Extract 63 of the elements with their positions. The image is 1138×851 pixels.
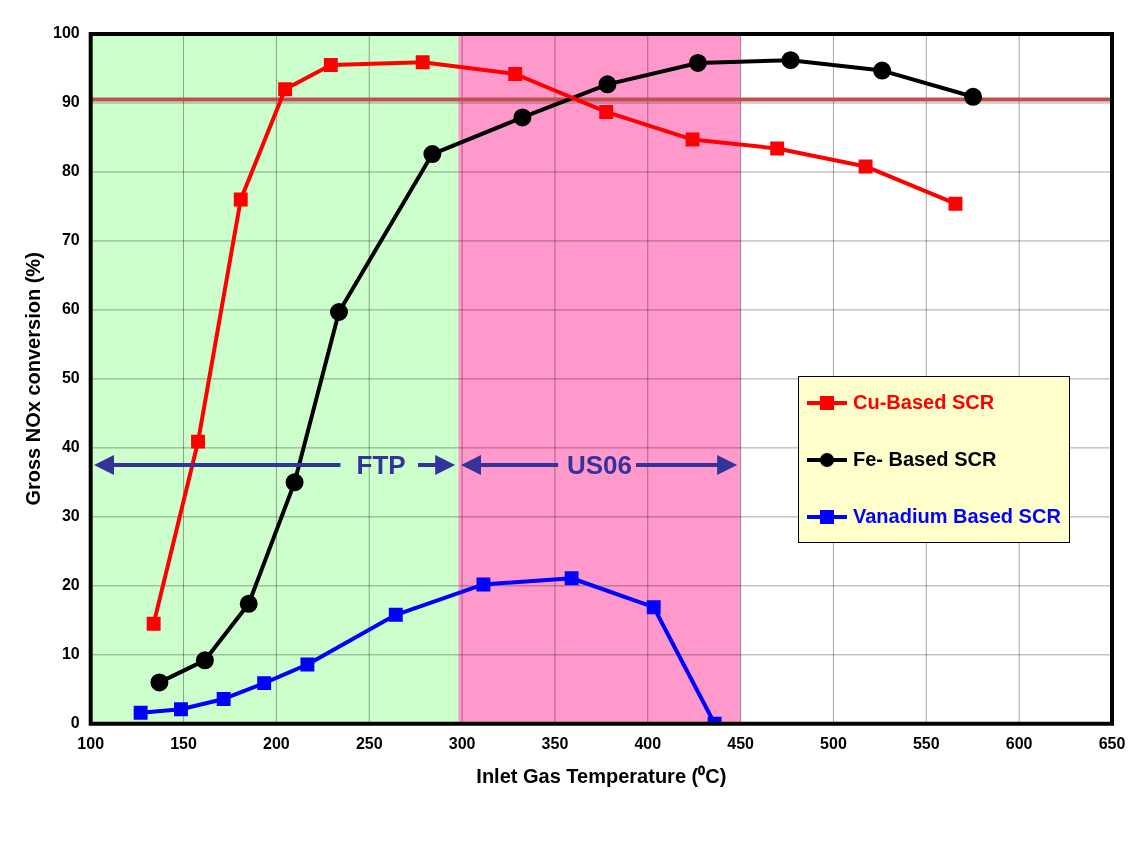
x-tick-label: 250 [355,734,383,752]
point [257,676,272,691]
y-tick-label: 20 [61,576,80,594]
point [216,692,231,706]
point [781,51,800,70]
x-tick-label: 200 [263,734,290,752]
y-tick-label: 50 [61,369,80,387]
x-tick-label: 300 [448,734,476,752]
point [415,55,430,70]
point [599,105,614,119]
point [195,651,214,670]
point [513,108,532,127]
point [858,159,873,174]
y-tick-label: 60 [61,300,80,318]
y-tick-label: 10 [61,645,80,663]
point [239,594,258,613]
x-tick-label: 500 [820,734,847,752]
point [948,196,963,211]
y-tick-label: 0 [70,714,80,732]
y-tick-label: 70 [61,231,80,249]
point [508,67,523,81]
annotation: US06 [565,449,633,482]
y-axis-title: Gross NOx conversion (%) [21,252,44,506]
x-axis-title: Inlet Gas Temperature (⁰C) [476,764,727,787]
x-tick-label: 650 [1098,734,1126,752]
point [133,705,148,720]
point [191,434,205,449]
point [770,141,785,156]
point [598,75,617,94]
x-tick-label: 450 [727,734,755,752]
annotation: FTP [355,449,407,482]
y-tick-label: 80 [61,162,80,180]
point [964,87,983,106]
point [173,702,188,717]
x-tick-label: 100 [77,734,105,752]
point [278,82,293,97]
point [873,61,892,80]
point [300,657,315,672]
x-tick-label: 600 [1005,734,1033,752]
y-tick-label: 40 [61,438,80,456]
point [423,145,442,164]
legend-label: Cu-Based SCR [853,391,995,414]
point [285,473,304,492]
point [150,673,169,692]
point [233,192,248,207]
point [323,58,338,72]
point [564,571,579,586]
legend-label: Vanadium Based SCR [853,505,1061,528]
y-tick-label: 30 [61,507,80,525]
y-tick-label: 90 [61,93,80,111]
x-tick-label: 400 [634,734,662,752]
x-tick-label: 350 [541,734,569,752]
point [388,607,403,622]
point [146,616,161,631]
point [688,53,707,72]
x-tick-label: 150 [170,734,197,752]
point [685,132,700,147]
point [646,600,661,615]
point [329,302,348,321]
point [476,577,491,592]
y-tick-label: 100 [52,24,80,42]
x-tick-label: 550 [912,734,940,752]
legend-label: Fe- Based SCR [853,448,997,471]
